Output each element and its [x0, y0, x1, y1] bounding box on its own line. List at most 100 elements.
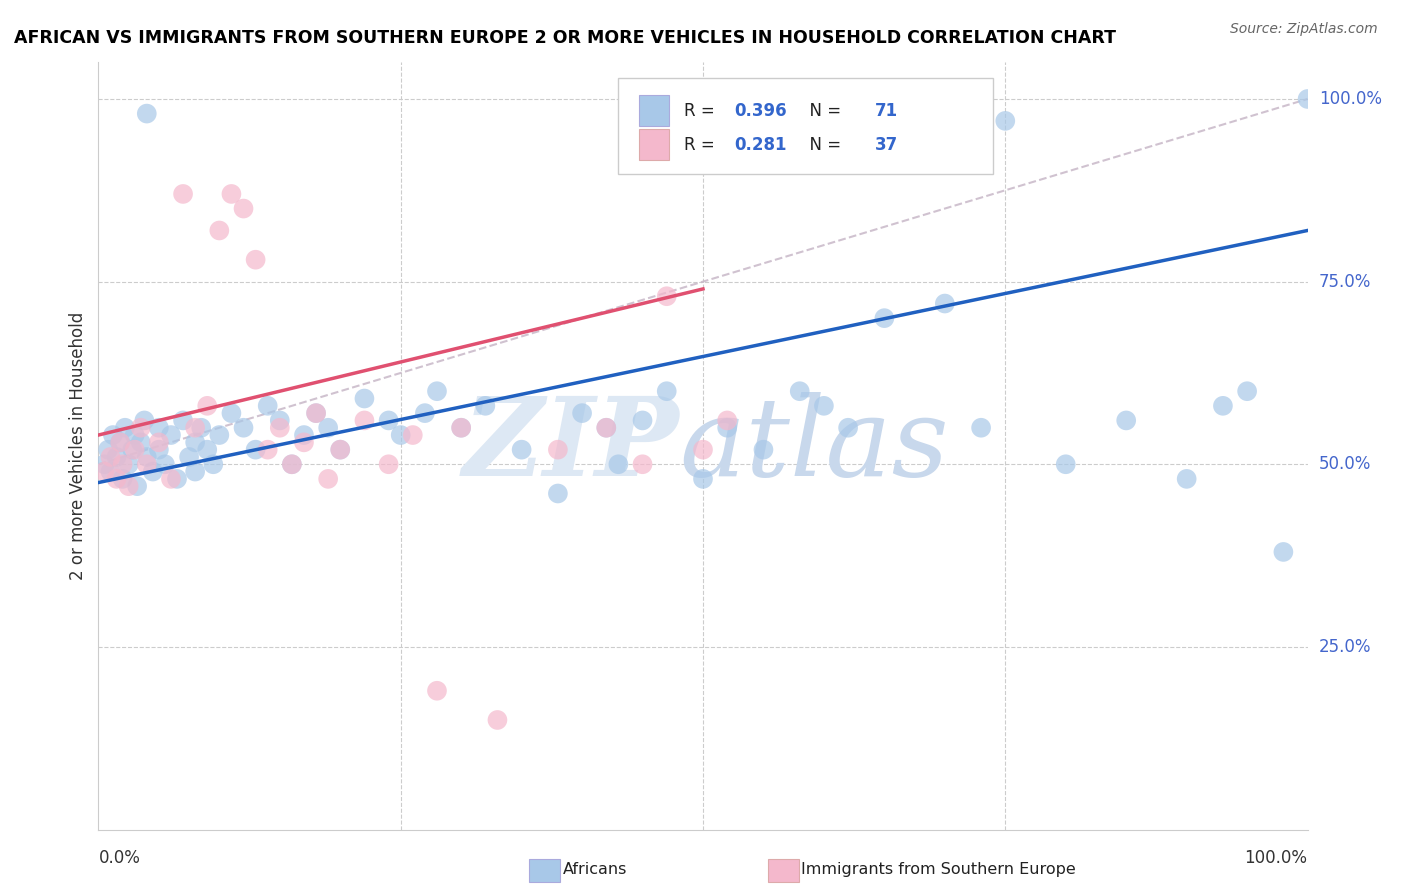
Text: 37: 37 [875, 136, 898, 153]
Point [153, 457, 176, 471]
Point [752, 442, 775, 457]
Point [127, 479, 149, 493]
Text: 25.0%: 25.0% [1319, 638, 1371, 656]
Point [245, 442, 267, 457]
Point [135, 457, 157, 471]
Point [1212, 399, 1234, 413]
Point [377, 457, 399, 471]
Point [93, 465, 115, 479]
Point [269, 413, 291, 427]
Point [111, 457, 134, 471]
Point [716, 413, 738, 427]
Point [716, 421, 738, 435]
Text: 75.0%: 75.0% [1319, 273, 1371, 291]
Point [402, 428, 425, 442]
Point [184, 465, 207, 479]
Point [281, 457, 304, 471]
Point [160, 428, 183, 442]
Point [353, 413, 375, 427]
Point [114, 421, 136, 435]
Point [655, 384, 678, 399]
Point [426, 683, 449, 698]
Text: Immigrants from Southern Europe: Immigrants from Southern Europe [801, 863, 1076, 877]
Point [292, 428, 315, 442]
FancyBboxPatch shape [619, 78, 993, 174]
Point [160, 472, 183, 486]
Point [148, 435, 170, 450]
Text: 100.0%: 100.0% [1319, 90, 1382, 108]
Point [135, 450, 157, 464]
Point [377, 413, 399, 427]
Point [692, 472, 714, 486]
Point [389, 428, 412, 442]
Point [121, 442, 143, 457]
Text: Source: ZipAtlas.com: Source: ZipAtlas.com [1230, 22, 1378, 37]
Point [934, 296, 956, 310]
Point [547, 486, 569, 500]
Point [329, 442, 352, 457]
Point [316, 421, 339, 435]
Point [970, 421, 993, 435]
Point [510, 442, 533, 457]
Point [97, 442, 120, 457]
Point [202, 457, 225, 471]
Point [353, 392, 375, 406]
Point [148, 442, 170, 457]
Text: 71: 71 [875, 102, 898, 120]
Point [450, 421, 472, 435]
Text: 0.0%: 0.0% [98, 849, 141, 867]
Point [124, 428, 146, 442]
Point [1115, 413, 1137, 427]
Point [269, 421, 291, 435]
Point [134, 413, 156, 427]
Point [305, 406, 328, 420]
Point [450, 421, 472, 435]
Point [118, 479, 141, 493]
Point [195, 399, 218, 413]
Text: 100.0%: 100.0% [1244, 849, 1308, 867]
Point [129, 421, 152, 435]
Point [595, 421, 617, 435]
Point [837, 421, 859, 435]
Point [108, 435, 131, 450]
Text: ZIP: ZIP [463, 392, 679, 500]
Point [108, 435, 131, 450]
Point [256, 399, 278, 413]
Text: R =: R = [683, 102, 720, 120]
Point [184, 421, 207, 435]
Point [486, 713, 509, 727]
Point [208, 223, 231, 237]
Point [1272, 545, 1295, 559]
Point [105, 450, 128, 464]
Point [124, 442, 146, 457]
Point [148, 421, 170, 435]
Point [595, 421, 617, 435]
Point [1296, 92, 1319, 106]
Point [172, 413, 194, 427]
Point [305, 406, 328, 420]
Point [232, 421, 254, 435]
Point [195, 442, 218, 457]
Point [873, 311, 896, 326]
Text: 0.281: 0.281 [734, 136, 787, 153]
Point [172, 186, 194, 201]
Point [190, 421, 212, 435]
Point [100, 465, 122, 479]
Point [631, 413, 654, 427]
Point [129, 435, 152, 450]
Point [607, 457, 630, 471]
Point [994, 114, 1017, 128]
Point [221, 186, 243, 201]
Y-axis label: 2 or more Vehicles in Household: 2 or more Vehicles in Household [69, 312, 87, 580]
Point [101, 428, 124, 442]
Point [316, 472, 339, 486]
Text: N =: N = [799, 136, 846, 153]
Text: 50.0%: 50.0% [1319, 455, 1371, 474]
Point [100, 450, 122, 464]
Point [179, 450, 201, 464]
Point [245, 252, 267, 267]
Point [184, 435, 207, 450]
Point [631, 457, 654, 471]
Point [208, 428, 231, 442]
FancyBboxPatch shape [638, 129, 669, 160]
